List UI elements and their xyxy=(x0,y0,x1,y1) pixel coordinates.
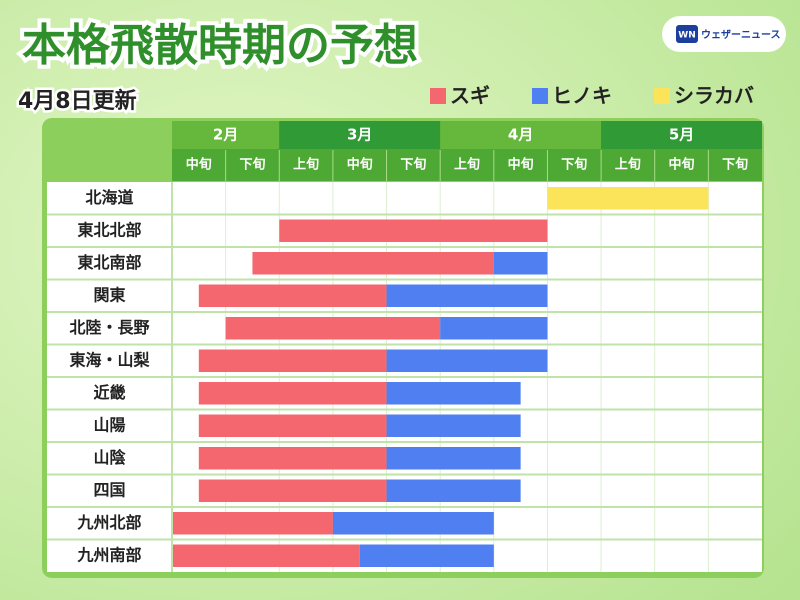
period-label: 下旬 xyxy=(239,157,265,173)
logo-icon xyxy=(676,25,698,43)
row-label: 東北南部 xyxy=(77,253,141,272)
period-bar xyxy=(198,414,387,437)
period-bar xyxy=(386,284,548,307)
period-bar xyxy=(198,479,387,502)
month-label: 5月 xyxy=(669,126,694,144)
row-label: 九州北部 xyxy=(76,513,141,532)
period-bar xyxy=(440,317,548,340)
period-bar xyxy=(198,284,387,307)
period-bar xyxy=(198,349,387,372)
row-label: 山陽 xyxy=(93,415,125,434)
row-label: 関東 xyxy=(93,285,125,304)
period-bar xyxy=(198,447,387,470)
row-label: 北陸・長野 xyxy=(69,318,149,337)
month-cell xyxy=(279,121,441,149)
month-cell xyxy=(172,121,280,149)
period-bar xyxy=(386,447,521,470)
legend-label: ヒノキ xyxy=(552,84,612,108)
row-label: 九州南部 xyxy=(76,545,141,564)
period-label: 上旬 xyxy=(293,157,319,173)
period-bar xyxy=(493,252,548,275)
row-label: 東北北部 xyxy=(77,220,141,239)
period-label: 中旬 xyxy=(508,157,534,173)
legend-swatch xyxy=(654,88,670,104)
period-label: 上旬 xyxy=(454,157,480,173)
period-bar xyxy=(386,414,521,437)
chart-title: 本格飛散時期の予想 xyxy=(22,20,418,71)
row-label: 北海道 xyxy=(85,188,133,207)
month-label: 3月 xyxy=(347,126,372,144)
period-bar xyxy=(279,219,548,242)
period-bar xyxy=(172,544,360,567)
period-bar xyxy=(198,382,387,405)
period-label: 中旬 xyxy=(186,157,212,173)
period-label: 中旬 xyxy=(347,157,373,173)
month-cell xyxy=(601,121,762,149)
subtitle: 4月8日更新 xyxy=(18,88,137,114)
period-bar xyxy=(359,544,494,567)
month-cell xyxy=(440,121,602,149)
period-bar xyxy=(252,252,494,275)
period-bar xyxy=(386,382,521,405)
period-label: 中旬 xyxy=(669,157,695,173)
period-bar xyxy=(386,479,521,502)
logo-text: ウェザーニュース xyxy=(701,29,781,41)
period-bar xyxy=(547,187,709,210)
period-label: 下旬 xyxy=(400,157,426,173)
row-label: 東海・山梨 xyxy=(69,350,150,369)
month-label: 4月 xyxy=(508,126,533,144)
period-bar xyxy=(172,512,333,535)
period-label: 下旬 xyxy=(722,157,748,173)
legend-swatch xyxy=(430,88,446,104)
logo-mark: WN xyxy=(678,31,695,41)
legend-label: シラカバ xyxy=(674,84,754,108)
row-label: 山陰 xyxy=(93,448,126,467)
period-bar xyxy=(386,349,548,372)
period-label: 下旬 xyxy=(561,157,587,173)
period-label: 上旬 xyxy=(615,157,641,173)
legend-swatch xyxy=(532,88,548,104)
period-bar xyxy=(225,317,441,340)
row-label: 四国 xyxy=(93,480,125,499)
row-label: 近畿 xyxy=(93,383,125,402)
month-label: 2月 xyxy=(213,126,238,144)
period-bar xyxy=(332,512,494,535)
legend-label: スギ xyxy=(450,84,490,108)
